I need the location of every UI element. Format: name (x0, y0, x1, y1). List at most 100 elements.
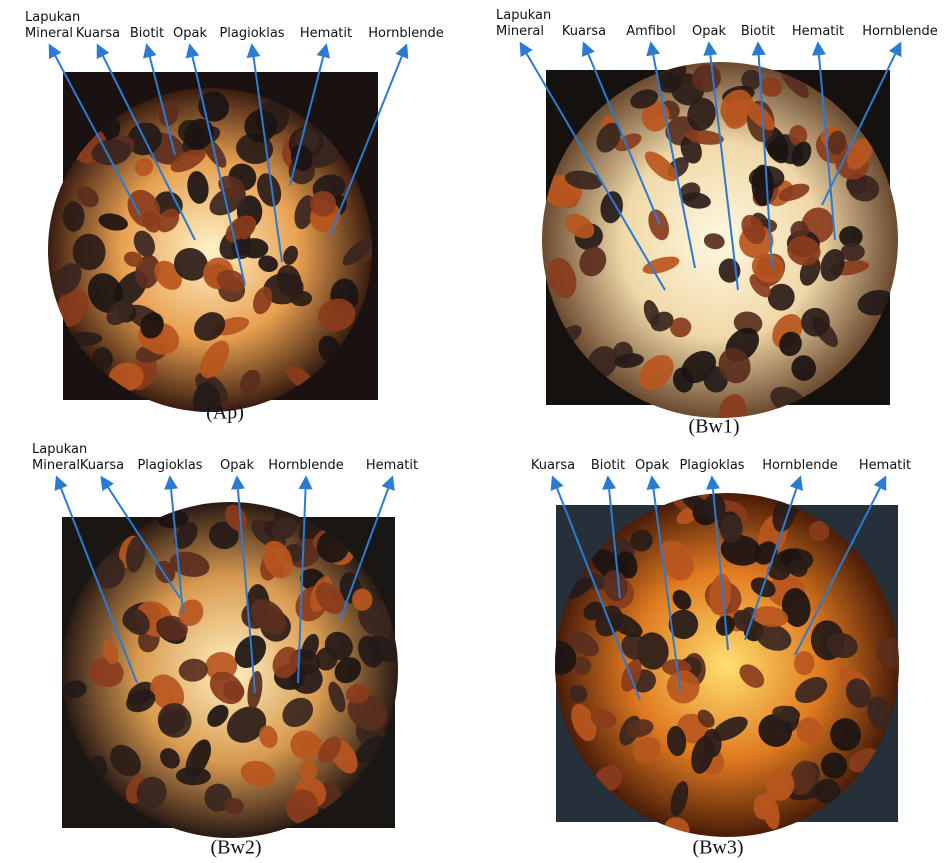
grain (126, 689, 156, 713)
grain (657, 71, 683, 93)
grain (573, 656, 592, 675)
grain (697, 709, 715, 728)
pointer-arrow (297, 475, 313, 684)
micrograph (48, 72, 378, 412)
grain (755, 623, 792, 651)
grain (685, 129, 724, 145)
grain (814, 778, 840, 804)
grain (286, 789, 319, 825)
grain (88, 657, 124, 688)
grain (579, 246, 607, 277)
grain (157, 615, 188, 641)
grain (294, 195, 316, 230)
grain (283, 245, 299, 265)
grain (642, 256, 680, 274)
grain (52, 263, 82, 296)
grain (98, 213, 128, 231)
grain (298, 760, 318, 781)
grain (765, 769, 795, 801)
grain (160, 748, 180, 769)
grain (791, 355, 816, 381)
pointer-arrow (751, 41, 773, 269)
grain (660, 540, 692, 567)
grain (282, 697, 314, 728)
grain (564, 170, 603, 190)
mineral-label: Hornblende (762, 458, 838, 473)
grain (827, 130, 847, 155)
pointer-arrow (246, 43, 283, 263)
micrograph (62, 502, 398, 838)
pointer-arrow (185, 43, 246, 286)
grain (262, 540, 293, 579)
pointer-arrow (519, 41, 666, 291)
grain (614, 133, 642, 152)
grain (650, 311, 674, 332)
pointer-arrow (706, 475, 729, 651)
pointer-arrow (821, 41, 902, 206)
grain (150, 674, 185, 711)
grain (315, 582, 345, 615)
grain (621, 633, 648, 660)
grain (352, 588, 373, 611)
grain (318, 298, 356, 332)
grain (240, 760, 276, 787)
grain (840, 243, 865, 262)
grain (334, 657, 362, 684)
grain (751, 253, 784, 283)
grain (571, 703, 597, 742)
grain (672, 589, 692, 610)
mineral-label: Biotit (129, 26, 165, 41)
grain (796, 717, 822, 744)
grain (717, 394, 747, 418)
grain (617, 551, 638, 579)
grain (76, 186, 99, 208)
mineral-label: Kuarsa (79, 458, 125, 473)
grain (91, 139, 131, 166)
grain (178, 658, 208, 682)
grain (315, 647, 338, 671)
grain (253, 286, 273, 315)
grain (666, 670, 700, 704)
grain (779, 331, 802, 357)
panel-caption: (Bw1) (688, 415, 740, 438)
grain (310, 190, 337, 217)
grain (218, 175, 246, 198)
mineral-label: Opak (635, 458, 669, 473)
grain (194, 312, 226, 341)
grain (244, 109, 278, 143)
grain (547, 257, 577, 299)
pointer-arrow (143, 43, 176, 156)
grain (123, 608, 150, 636)
grain (718, 348, 751, 384)
grain (826, 632, 858, 659)
mineral-label: Hornblende (268, 458, 344, 473)
micrograph (542, 62, 898, 418)
grain (174, 247, 208, 281)
pointer-arrow (794, 475, 887, 656)
grain (174, 522, 198, 549)
grain (259, 725, 278, 749)
grain (787, 559, 808, 577)
grain (106, 299, 134, 326)
grain (271, 517, 298, 540)
mineral-label: Hematit (791, 24, 845, 39)
grain (759, 77, 783, 97)
grain (157, 703, 192, 738)
grain (648, 209, 670, 241)
mineral-label: Kuarsa (75, 26, 121, 41)
pointer-arrow (646, 41, 696, 269)
grain (142, 211, 161, 233)
grain (820, 752, 848, 779)
grain (185, 739, 211, 778)
grain (358, 635, 383, 668)
grain (847, 137, 874, 170)
grain (258, 255, 278, 272)
mineral-label: Hematit (299, 26, 353, 41)
grain (703, 728, 722, 758)
grain (670, 781, 689, 817)
grain (564, 213, 595, 239)
grain (140, 312, 164, 339)
mineral-label: Opak (173, 26, 207, 41)
grain (272, 646, 300, 679)
grain (767, 562, 791, 581)
